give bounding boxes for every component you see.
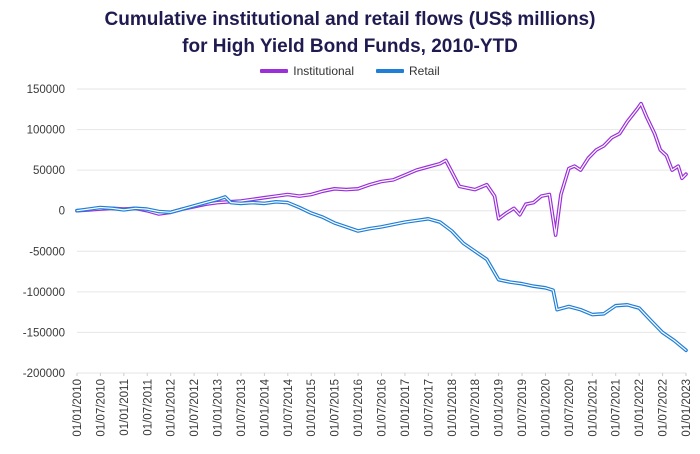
x-tick-label: 01/07/2022 bbox=[658, 379, 670, 437]
x-tick-label: 01/01/2019 bbox=[494, 379, 506, 437]
chart-title-line-2: for High Yield Bond Funds, 2010-YTD bbox=[182, 36, 518, 57]
x-tick-label: 01/01/2014 bbox=[259, 378, 271, 436]
x-tick-label: 01/01/2012 bbox=[166, 379, 178, 437]
x-tick-label: 01/07/2016 bbox=[377, 379, 389, 437]
y-tick-label: 0 bbox=[59, 206, 65, 218]
legend-item-retail: Retail bbox=[376, 64, 440, 78]
chart-title-line-1: Cumulative institutional and retail flow… bbox=[104, 9, 596, 30]
x-tick-label: 01/01/2021 bbox=[587, 379, 599, 437]
x-tick-label: 01/07/2015 bbox=[330, 379, 342, 437]
legend-label-institutional: Institutional bbox=[293, 64, 354, 78]
y-tick-label: -50000 bbox=[29, 246, 65, 258]
x-tick-label: 01/07/2014 bbox=[283, 378, 295, 436]
x-tick-label: 01/07/2011 bbox=[142, 379, 154, 436]
legend-swatch-institutional bbox=[260, 69, 289, 73]
x-tick-label: 01/01/2018 bbox=[447, 379, 459, 437]
y-tick-label: 100000 bbox=[27, 125, 65, 137]
x-tick-label: 01/01/2023 bbox=[681, 379, 693, 437]
x-tick-label: 01/07/2020 bbox=[564, 379, 576, 437]
x-tick-label: 01/07/2013 bbox=[236, 379, 248, 437]
chart-title: Cumulative institutional and retail flow… bbox=[0, 6, 700, 60]
x-tick-label: 01/07/2012 bbox=[189, 379, 201, 437]
x-tick-label: 01/01/2022 bbox=[634, 379, 646, 437]
x-tick-label: 01/01/2020 bbox=[540, 379, 552, 437]
y-tick-label: 150000 bbox=[27, 84, 65, 96]
y-tick-label: -100000 bbox=[23, 287, 65, 299]
x-tick-label: 01/01/2017 bbox=[400, 379, 412, 437]
x-tick-label: 01/07/2018 bbox=[470, 379, 482, 437]
x-tick-label: 01/01/2011 bbox=[119, 379, 131, 436]
series-line-inner-institutional bbox=[76, 103, 687, 236]
legend-item-institutional: Institutional bbox=[260, 64, 354, 78]
x-tick-label: 01/07/2017 bbox=[423, 379, 435, 437]
x-tick-label: 01/01/2015 bbox=[306, 379, 318, 437]
series-line-institutional bbox=[75, 101, 688, 237]
series-line-retail bbox=[75, 195, 688, 353]
x-tick-label: 01/01/2016 bbox=[353, 379, 365, 437]
x-tick-label: 01/01/2010 bbox=[72, 379, 84, 437]
x-tick-label: 01/01/2013 bbox=[213, 379, 225, 437]
x-tick-label: 01/07/2021 bbox=[611, 379, 623, 437]
x-tick-label: 01/07/2010 bbox=[95, 379, 107, 437]
chart-legend: Institutional Retail bbox=[0, 64, 700, 78]
legend-swatch-retail bbox=[376, 69, 404, 73]
legend-label-retail: Retail bbox=[409, 64, 440, 78]
x-tick-label: 01/07/2019 bbox=[517, 379, 529, 437]
y-tick-label: -200000 bbox=[23, 368, 65, 380]
series-line-inner-retail bbox=[76, 196, 687, 351]
y-tick-label: 50000 bbox=[33, 165, 65, 177]
y-tick-label: -150000 bbox=[23, 327, 65, 339]
